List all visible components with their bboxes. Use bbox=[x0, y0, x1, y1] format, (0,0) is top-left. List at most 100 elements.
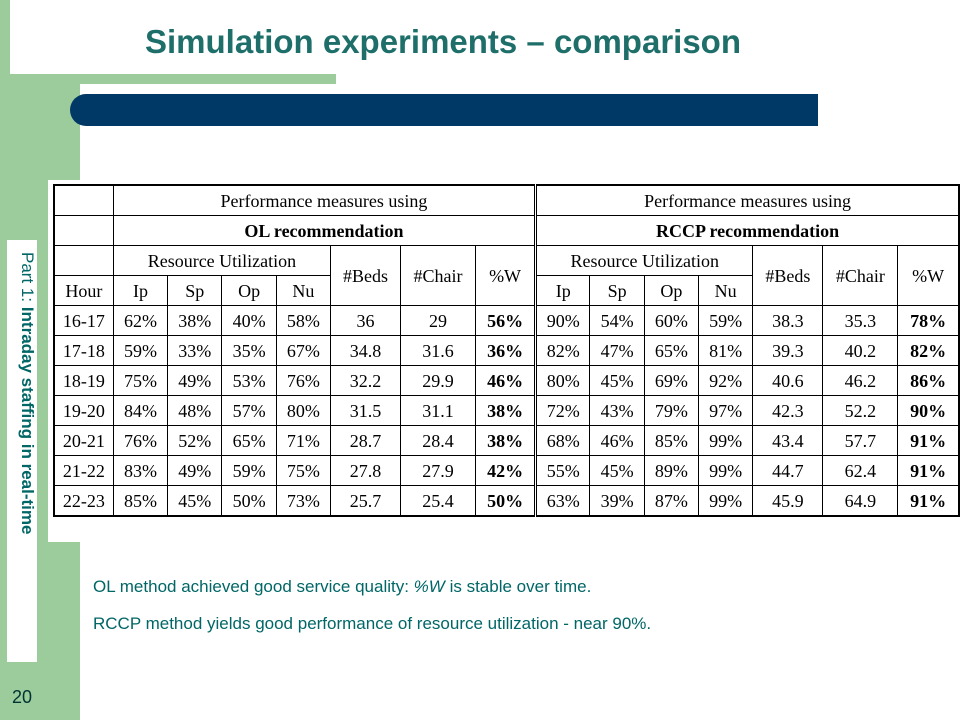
ol-op-cell: 53% bbox=[221, 365, 277, 396]
rccp-sp-cell: 39% bbox=[589, 485, 645, 517]
hour-cell: 21-22 bbox=[53, 455, 114, 486]
corner-cell bbox=[54, 215, 114, 246]
rccp-nu-cell: 92% bbox=[698, 365, 754, 396]
rccp-beds-cell: 42.3 bbox=[752, 395, 824, 426]
ol-op-cell: 59% bbox=[221, 455, 277, 486]
rccp-beds-cell: 40.6 bbox=[752, 365, 824, 396]
ol-beds-header: #Beds bbox=[330, 245, 402, 306]
table-row: 20-21 76% 52% 65% 71% 28.7 28.4 38% 68% 46% 85% 99%… bbox=[53, 425, 960, 456]
rccp-ip-cell: 55% bbox=[535, 455, 591, 486]
ol-sp-cell: 52% bbox=[167, 425, 223, 456]
notes: OL method achieved good service quality:… bbox=[93, 577, 651, 651]
rccp-op-cell: 60% bbox=[643, 305, 700, 336]
rccp-chair-cell: 46.2 bbox=[822, 365, 899, 396]
rccp-chair-cell: 35.3 bbox=[822, 305, 899, 336]
rccp-sp-cell: 45% bbox=[589, 365, 645, 396]
table-row: 21-22 83% 49% 59% 75% 27.8 27.9 42% 55% 45% 89% 99%… bbox=[53, 455, 960, 486]
ol-nu-cell: 58% bbox=[275, 305, 332, 336]
rccp-wait-cell: 82% bbox=[897, 335, 960, 366]
table-row: 17-18 59% 33% 35% 67% 34.8 31.6 36% 82% 47% 65% 81%… bbox=[53, 335, 960, 366]
ol-op-cell: 35% bbox=[221, 335, 277, 366]
rccp-op-cell: 69% bbox=[643, 365, 700, 396]
ol-ip-cell: 75% bbox=[112, 365, 169, 396]
ol-chair-cell: 29.9 bbox=[400, 365, 477, 396]
ol-beds-cell: 32.2 bbox=[330, 365, 402, 396]
ol-sp-cell: 48% bbox=[167, 395, 223, 426]
rccp-nu-cell: 99% bbox=[698, 455, 754, 486]
side-label-topic: Intraday staffing in real-time bbox=[18, 306, 37, 535]
side-label-part: Part 1: bbox=[18, 252, 37, 307]
rccp-wait-cell: 91% bbox=[897, 455, 960, 486]
ol-ip-cell: 59% bbox=[112, 335, 169, 366]
table-row: 22-23 85% 45% 50% 73% 25.7 25.4 50% 63% 39% 87% 99%… bbox=[53, 485, 960, 517]
table-row: 16-17 62% 38% 40% 58% 36 29 56% 90% 54% 60% 59% 38.3… bbox=[53, 305, 960, 336]
rccp-wait-cell: 90% bbox=[897, 395, 960, 426]
ol-nu-cell: 73% bbox=[275, 485, 332, 517]
rccp-beds-cell: 39.3 bbox=[752, 335, 824, 366]
rccp-wait-cell: 91% bbox=[897, 485, 960, 517]
title-box bbox=[10, 0, 336, 74]
ol-chair-cell: 31.6 bbox=[400, 335, 477, 366]
rccp-sp-cell: 43% bbox=[589, 395, 645, 426]
ol-ip-cell: 83% bbox=[112, 455, 169, 486]
rccp-resource-utilization-header: Resource Utilization bbox=[535, 245, 754, 276]
ol-ip-header: Ip bbox=[112, 275, 169, 306]
ol-ip-cell: 76% bbox=[112, 425, 169, 456]
ol-chair-cell: 27.9 bbox=[400, 455, 477, 486]
ol-nu-cell: 67% bbox=[275, 335, 332, 366]
ol-ip-cell: 62% bbox=[112, 305, 169, 336]
rccp-ip-cell: 90% bbox=[535, 305, 591, 336]
ol-wait-cell: 36% bbox=[475, 335, 538, 366]
rccp-chair-cell: 64.9 bbox=[822, 485, 899, 517]
note-ol-end: is stable over time. bbox=[444, 577, 592, 596]
hour-header: Hour bbox=[53, 275, 114, 306]
rccp-nu-cell: 59% bbox=[698, 305, 754, 336]
ol-op-cell: 40% bbox=[221, 305, 277, 336]
hour-cell: 19-20 bbox=[53, 395, 114, 426]
rccp-nu-cell: 99% bbox=[698, 425, 754, 456]
rccp-chair-cell: 57.7 bbox=[822, 425, 899, 456]
note-ol: OL method achieved good service quality:… bbox=[93, 577, 651, 597]
rccp-ip-cell: 72% bbox=[535, 395, 591, 426]
table-row: 18-19 75% 49% 53% 76% 32.2 29.9 46% 80% 45% 69% 92%… bbox=[53, 365, 960, 396]
rccp-nu-cell: 97% bbox=[698, 395, 754, 426]
hour-cell: 16-17 bbox=[53, 305, 114, 336]
hour-cell: 18-19 bbox=[53, 365, 114, 396]
rccp-ip-cell: 68% bbox=[535, 425, 591, 456]
ol-beds-cell: 28.7 bbox=[330, 425, 402, 456]
ol-op-cell: 50% bbox=[221, 485, 277, 517]
note-rccp: RCCP method yields good performance of r… bbox=[93, 614, 652, 633]
ol-nu-cell: 71% bbox=[275, 425, 332, 456]
ol-sp-cell: 45% bbox=[167, 485, 223, 517]
note-ol-metric: %W bbox=[413, 577, 445, 596]
hour-cell: 22-23 bbox=[53, 485, 114, 517]
rccp-op-cell: 87% bbox=[643, 485, 700, 517]
ol-nu-cell: 75% bbox=[275, 455, 332, 486]
ol-chair-header: #Chair bbox=[400, 245, 477, 306]
ol-resource-utilization-header: Resource Utilization bbox=[112, 245, 332, 276]
corner-cell bbox=[54, 245, 114, 276]
ol-op-header: Op bbox=[221, 275, 277, 306]
ol-wait-cell: 50% bbox=[475, 485, 538, 517]
ol-beds-cell: 25.7 bbox=[330, 485, 402, 517]
ol-wait-cell: 38% bbox=[475, 395, 538, 426]
rccp-op-header: Op bbox=[643, 275, 700, 306]
ol-chair-cell: 29 bbox=[400, 305, 477, 336]
corner-cell bbox=[54, 185, 114, 216]
rccp-wait-cell: 86% bbox=[897, 365, 960, 396]
rccp-ip-cell: 82% bbox=[535, 335, 591, 366]
hour-cell: 17-18 bbox=[53, 335, 114, 366]
header-bar bbox=[70, 94, 818, 126]
rccp-op-cell: 79% bbox=[643, 395, 700, 426]
ol-beds-cell: 27.8 bbox=[330, 455, 402, 486]
rccp-sp-cell: 54% bbox=[589, 305, 645, 336]
rccp-chair-cell: 40.2 bbox=[822, 335, 899, 366]
rccp-group-header-line1: Performance measures using bbox=[535, 184, 960, 216]
side-label-box bbox=[7, 240, 37, 662]
rccp-nu-cell: 99% bbox=[698, 485, 754, 517]
ol-chair-cell: 28.4 bbox=[400, 425, 477, 456]
rccp-group-header-line2: RCCP recommendation bbox=[535, 215, 960, 246]
ol-op-cell: 65% bbox=[221, 425, 277, 456]
ol-wait-cell: 56% bbox=[475, 305, 538, 336]
ol-chair-cell: 25.4 bbox=[400, 485, 477, 517]
